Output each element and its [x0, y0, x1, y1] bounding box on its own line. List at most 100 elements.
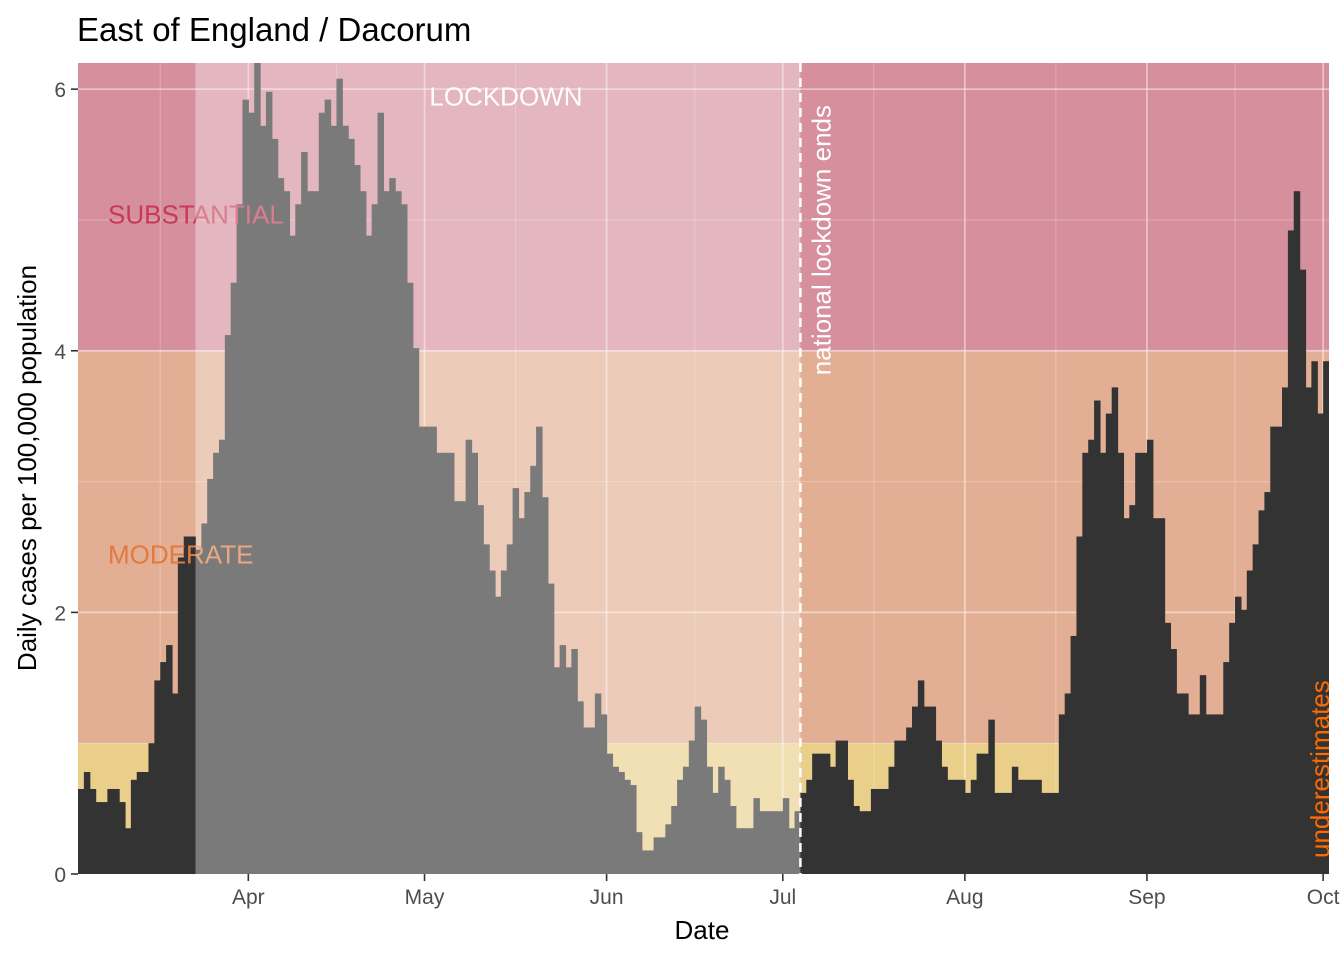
bar — [994, 793, 1000, 874]
bar — [900, 741, 906, 874]
x-tick-label: Jun — [590, 886, 624, 909]
bar — [847, 780, 853, 874]
bar — [1000, 793, 1006, 874]
bar — [1135, 453, 1141, 874]
bar — [1223, 662, 1229, 874]
bar — [1276, 427, 1282, 874]
bar — [1123, 518, 1129, 874]
bar — [1176, 693, 1182, 874]
bar — [1047, 793, 1053, 874]
bar — [1071, 636, 1077, 874]
bar — [1147, 440, 1153, 874]
bar — [1118, 453, 1124, 874]
bar — [1024, 780, 1030, 874]
bar — [143, 772, 149, 874]
bar — [812, 754, 818, 874]
x-tick-label: May — [405, 886, 445, 909]
bar — [959, 780, 965, 874]
bar — [1076, 537, 1082, 874]
plot-panel: SUBSTANTIALMODERATELOCKDOWN national loc… — [78, 60, 1335, 874]
bar — [871, 789, 877, 874]
bar — [1217, 714, 1223, 874]
bar — [853, 806, 859, 874]
bar — [930, 707, 936, 874]
bar — [941, 767, 947, 874]
y-tick-label: 0 — [54, 864, 66, 887]
bar — [178, 557, 184, 874]
bar — [107, 789, 113, 874]
bar — [1200, 675, 1206, 874]
bar — [824, 754, 830, 874]
bar — [1294, 191, 1300, 874]
lockdown-end-label: national lockdown ends — [806, 105, 836, 375]
bar — [982, 754, 988, 874]
bar — [889, 767, 895, 874]
bar — [1188, 714, 1194, 874]
bar — [947, 780, 953, 874]
bar — [912, 707, 918, 874]
bar — [1059, 714, 1065, 874]
bar — [965, 793, 971, 874]
bar — [883, 789, 889, 874]
bar — [137, 772, 143, 874]
bar — [1018, 780, 1024, 874]
bar — [1159, 518, 1165, 874]
bar — [1229, 623, 1235, 874]
bar — [842, 741, 848, 874]
bar — [1006, 793, 1012, 874]
bar — [1182, 693, 1188, 874]
bar — [96, 802, 102, 874]
x-axis: Apr May Jun Jul Aug Sep Oct — [232, 874, 1340, 909]
bar — [1094, 400, 1100, 874]
bar — [859, 811, 865, 874]
bar — [78, 789, 84, 874]
bar — [148, 743, 154, 874]
bar — [166, 645, 172, 874]
x-tick-label: Sep — [1128, 886, 1165, 909]
bar — [125, 828, 131, 874]
lockdown-overlay-layer: SUBSTANTIAL MODERATE LOCKDOWN — [108, 63, 800, 874]
bar — [190, 537, 196, 874]
bar — [918, 680, 924, 874]
bar — [1035, 780, 1041, 874]
x-tick-label: Oct — [1307, 886, 1340, 909]
bar — [90, 789, 96, 874]
y-tick-label: 4 — [54, 341, 66, 364]
bar — [131, 780, 137, 874]
y-axis-title: Daily cases per 100,000 population — [12, 265, 42, 671]
bar — [1241, 610, 1247, 874]
x-tick-label: Apr — [232, 886, 265, 909]
bar — [101, 802, 107, 874]
bar — [988, 720, 994, 874]
bar — [1264, 492, 1270, 874]
bar — [877, 789, 883, 874]
bar — [1129, 505, 1135, 874]
bar — [1029, 780, 1035, 874]
bar — [172, 693, 178, 874]
bar — [818, 754, 824, 874]
bar — [906, 728, 912, 875]
bar — [971, 780, 977, 874]
x-axis-title: Date — [675, 915, 730, 945]
bar — [1170, 649, 1176, 874]
bar — [1165, 623, 1171, 874]
bar — [977, 754, 983, 874]
bar — [184, 537, 190, 874]
bar — [1100, 453, 1106, 874]
lockdown-shading — [195, 63, 800, 874]
bar — [1253, 544, 1259, 874]
bar — [1153, 518, 1159, 874]
bar — [84, 772, 90, 874]
bar — [1141, 453, 1147, 874]
bar — [935, 741, 941, 874]
bar — [1012, 767, 1018, 874]
bar — [113, 789, 119, 874]
bar — [924, 707, 930, 874]
x-tick-label: Aug — [946, 886, 983, 909]
bar — [1247, 571, 1253, 874]
bar — [1270, 427, 1276, 874]
bar — [865, 811, 871, 874]
x-tick-label: Jul — [769, 886, 796, 909]
bar — [830, 767, 836, 874]
